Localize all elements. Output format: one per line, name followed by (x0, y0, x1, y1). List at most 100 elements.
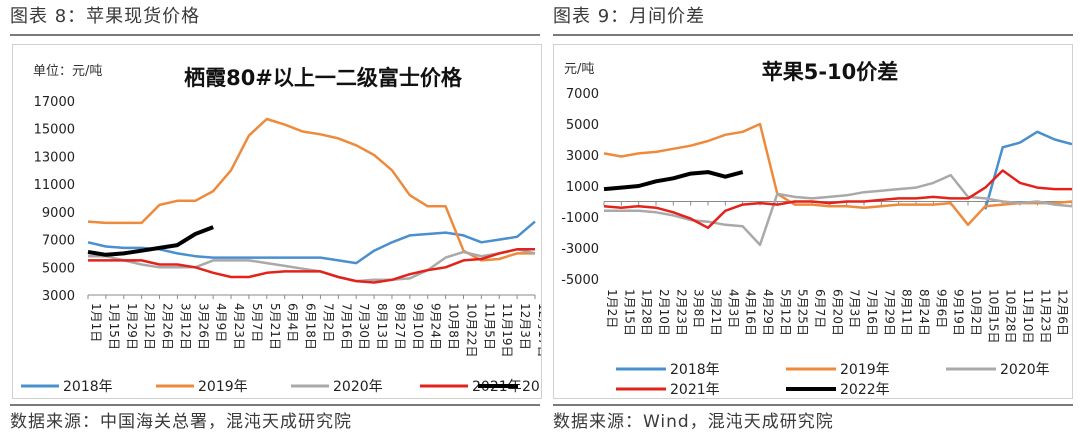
y-tick-label: 3000 (566, 149, 599, 164)
x-tick-label: 3月26日 (196, 303, 210, 350)
x-tick-label: 9月6日 (934, 289, 948, 328)
x-tick-label: 4月16日 (744, 289, 758, 336)
legend-label: 2022年 (840, 382, 890, 398)
x-tick-label: 4月9日 (214, 303, 228, 342)
x-tick-label: 10月22日 (464, 303, 478, 358)
legend-label: 2019年 (840, 362, 890, 378)
y-tick-label: 3000 (42, 289, 75, 304)
x-tick-label: 12月17日 (536, 303, 541, 358)
x-tick-label: 5月12日 (778, 289, 792, 336)
x-tick-label: 10月15日 (986, 289, 1000, 344)
y-tick-label: 15000 (34, 123, 75, 138)
x-tick-label: 10月8日 (447, 303, 461, 350)
x-tick-label: 12月6日 (1056, 289, 1070, 336)
x-tick-label: 9月10日 (411, 303, 425, 350)
x-tick-label: 7月30日 (357, 303, 371, 350)
chart-title: 苹果5-10价差 (762, 60, 899, 84)
x-tick-label: 6月18日 (304, 303, 318, 350)
left-chart: 栖霞80#以上一二级富士价格 单位：元/吨 3000 5000 7000 9000 1100… (21, 64, 558, 395)
y-tick-label: -3000 (561, 242, 599, 257)
x-tick-label: 3月12日 (178, 303, 192, 350)
right-source-note: 数据来源：Wind，混沌天成研究院 (553, 412, 834, 432)
x-tick-label: 3月8日 (692, 289, 706, 328)
series-line-3 (88, 248, 536, 283)
x-tick-label: 5月7日 (250, 303, 264, 342)
series-line-2 (87, 117, 535, 262)
left-chart-frame: 栖霞80#以上一二级富士价格 单位：元/吨 3000 5000 7000 9000 1100… (12, 44, 558, 399)
y-tick-label: 17000 (34, 95, 75, 110)
x-tick-label: 2月10日 (657, 289, 671, 336)
x-tick-label: 1月2日 (605, 289, 619, 328)
x-tick-label: 5月21日 (268, 303, 282, 350)
right-chart: 苹果5-10价差 元/吨 -5000 -3000 -1000 1000 3000 5000 70… (561, 60, 1080, 398)
series-line-3 (604, 173, 1073, 247)
x-tick-label: 6月4日 (286, 303, 300, 342)
series-line-1 (984, 130, 1073, 210)
y-tick-label: -1000 (561, 211, 599, 226)
left-heading-rule (10, 34, 540, 36)
left-footer-rule (10, 404, 540, 406)
legend-label: 2022 (522, 379, 541, 395)
y-tick-label: 7000 (566, 87, 599, 102)
x-tick-label: 2月12日 (143, 303, 157, 350)
x-tick-label: 9月24日 (429, 303, 443, 350)
y-tick-label: 9000 (42, 206, 75, 221)
x-tick-label: 9月19日 (952, 289, 966, 336)
series-line-4 (603, 169, 1072, 230)
y-tick-label: -5000 (561, 273, 599, 288)
x-tick-label: 1月15日 (107, 303, 121, 350)
y-tick-label: 5000 (42, 261, 75, 276)
series-line-5 (603, 170, 744, 192)
x-tick-label: 2月23日 (674, 289, 688, 336)
x-tick-label: 8月27日 (393, 303, 407, 350)
x-tick-label: 3月21日 (709, 289, 723, 336)
left-panel-heading: 图表 8：苹果现货价格 (10, 6, 201, 27)
left-source-note: 数据来源：中国海关总署，混沌天成研究院 (10, 412, 352, 432)
series-line-4 (88, 248, 535, 284)
series-line-5 (87, 225, 214, 257)
x-tick-label: 8月13日 (375, 303, 389, 350)
x-tick-label: 1月28日 (640, 289, 654, 336)
x-tick-label: 1月1日 (89, 303, 103, 342)
legend-label: 2019年 (198, 379, 248, 395)
y-axis-label: 元/吨 (564, 62, 594, 77)
series-line-2 (603, 122, 1073, 227)
y-tick-label: 13000 (34, 150, 75, 165)
x-tick-label: 10月28日 (1004, 289, 1018, 344)
right-chart-frame: 苹果5-10价差 元/吨 -5000 -3000 -1000 1000 3000 5000 70… (553, 44, 1080, 399)
legend-label: 2020年 (333, 379, 383, 395)
y-tick-label: 1000 (566, 180, 599, 195)
y-axis-label: 单位：元/吨 (33, 64, 102, 79)
x-tick-label: 7月16日 (865, 289, 879, 336)
y-tick-label: 7000 (42, 234, 75, 249)
x-tick-label: 12月3日 (518, 303, 532, 350)
y-tick-label: 11000 (34, 178, 75, 193)
legend-label: 2018年 (63, 379, 113, 395)
x-tick-label: 5月25日 (796, 289, 810, 336)
right-footer-rule (553, 404, 1073, 406)
x-tick-label: 1月15日 (622, 289, 636, 336)
x-tick-label: 6月7日 (813, 289, 827, 328)
x-tick-label: 11月10日 (1021, 289, 1035, 344)
x-tick-label: 7月29日 (882, 289, 896, 336)
x-tick-label: 11月23日 (1038, 289, 1052, 344)
x-tick-label: 7月16日 (339, 303, 353, 350)
right-panel-heading: 图表 9：月间价差 (553, 6, 706, 27)
x-tick-label: 4月23日 (232, 303, 246, 350)
x-tick-label: 6月20日 (830, 289, 844, 336)
legend-label: 2021年 (670, 382, 720, 398)
x-tick-label: 11月5日 (482, 303, 496, 350)
right-heading-rule (553, 34, 1073, 36)
x-tick-label: 4月29日 (761, 289, 775, 336)
y-tick-label: 5000 (566, 118, 599, 133)
x-tick-label: 10月2日 (969, 289, 983, 336)
series-line-1 (87, 220, 536, 265)
x-tick-label: 4月3日 (726, 289, 740, 328)
x-tick-label: 8月11日 (900, 289, 914, 336)
chart-title: 栖霞80#以上一二级富士价格 (184, 66, 463, 90)
legend-label: 2018年 (670, 362, 720, 378)
x-tick-label: 11月19日 (500, 303, 514, 358)
legend-label: 2020年 (1000, 362, 1050, 378)
x-tick-label: 7月3日 (848, 289, 862, 328)
x-tick-label: 1月29日 (125, 303, 139, 350)
